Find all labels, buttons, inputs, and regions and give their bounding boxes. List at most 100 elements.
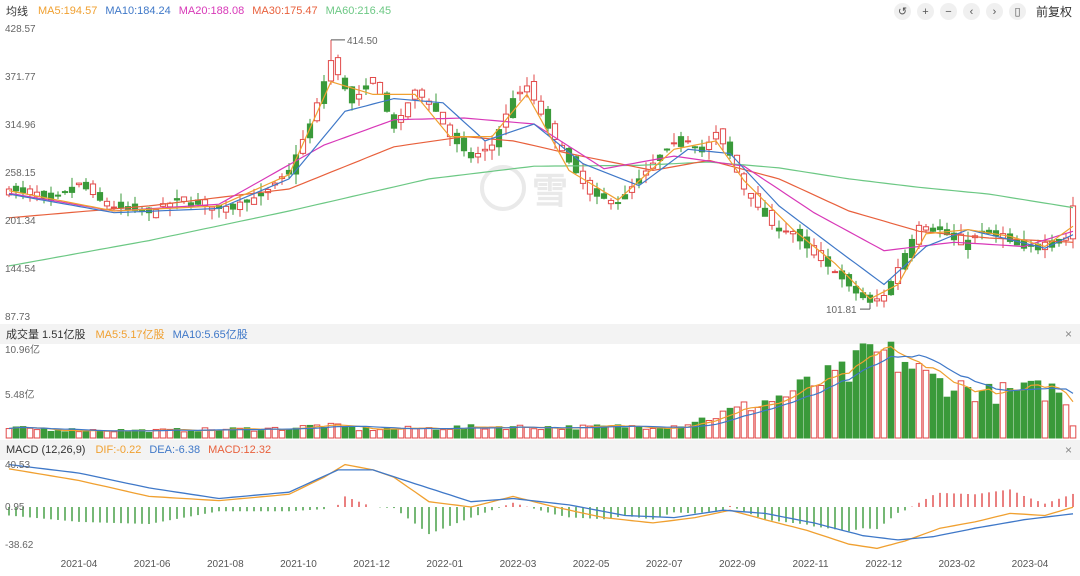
down-candle xyxy=(572,156,580,174)
down-candle xyxy=(852,285,860,294)
macd-legend-title: MACD (12,26,9) xyxy=(6,444,86,456)
volume-bar xyxy=(96,430,104,439)
volume-bar xyxy=(194,431,202,439)
price-axis-tick: 371.77 xyxy=(5,72,36,83)
volume-bar xyxy=(516,424,524,439)
macd-value-legend: MACD:12.32 xyxy=(208,444,272,456)
close-macd-icon[interactable]: × xyxy=(1064,443,1072,457)
volume-bar xyxy=(285,428,293,439)
date-axis-tick: 2021-04 xyxy=(61,559,98,570)
up-candle xyxy=(551,123,559,140)
volume-bar xyxy=(82,430,90,439)
up-candle xyxy=(5,188,13,196)
date-axis-tick: 2023-04 xyxy=(1012,559,1049,570)
down-candle xyxy=(362,85,370,90)
price-adjust-button[interactable]: 前复权 xyxy=(1035,5,1072,19)
volume-bar xyxy=(929,373,937,439)
volume-ma10-line xyxy=(8,354,1074,432)
volume-bar xyxy=(47,430,55,439)
volume-bar xyxy=(327,422,335,439)
lock-icon[interactable]: ▯ xyxy=(1008,3,1026,20)
down-candle xyxy=(901,253,909,270)
volume-bar xyxy=(908,368,916,439)
volume-bar xyxy=(1048,383,1056,439)
down-candle xyxy=(593,188,601,197)
volume-bar xyxy=(607,425,615,439)
zoom-out-icon[interactable]: − xyxy=(939,3,957,20)
volume-bar xyxy=(747,410,755,439)
volume-bar xyxy=(803,376,811,439)
volume-bar xyxy=(866,344,874,439)
volume-bar xyxy=(467,424,475,439)
up-candle xyxy=(404,102,412,118)
volume-bar xyxy=(971,401,979,439)
down-candle xyxy=(348,86,356,104)
volume-bar xyxy=(40,428,48,439)
volume-bar xyxy=(635,426,643,439)
volume-bar xyxy=(103,430,111,439)
up-candle xyxy=(670,142,678,145)
volume-bar xyxy=(642,428,650,439)
up-candle xyxy=(530,81,538,101)
volume-bar xyxy=(838,361,846,439)
volume-bar xyxy=(957,380,965,439)
volume-bar xyxy=(831,369,839,439)
chevron-right-icon[interactable]: › xyxy=(985,3,1003,20)
volume-bar xyxy=(894,371,902,439)
down-candle xyxy=(824,256,832,267)
volume-bar xyxy=(712,418,720,439)
volume-bar xyxy=(978,390,986,439)
volume-bar xyxy=(593,424,601,439)
volume-bar xyxy=(677,426,685,439)
down-candle xyxy=(509,98,517,119)
volume-bar xyxy=(439,429,447,439)
volume-bar xyxy=(761,400,769,439)
volume-bar xyxy=(257,430,265,439)
close-volume-icon[interactable]: × xyxy=(1064,327,1072,341)
volume-bar xyxy=(145,432,153,439)
volume-bar xyxy=(684,424,692,439)
volume-bar xyxy=(1069,425,1077,439)
date-axis-tick: 2023-02 xyxy=(938,559,975,570)
undo-icon[interactable]: ↺ xyxy=(893,3,911,20)
up-candle xyxy=(523,85,531,93)
volume-bar xyxy=(124,430,132,439)
volume-bar xyxy=(264,427,272,439)
watermark-logo: 雪 xyxy=(480,162,568,214)
down-candle xyxy=(390,114,398,129)
down-candle xyxy=(929,227,937,232)
volume-bar xyxy=(558,428,566,439)
volume-bar xyxy=(355,430,363,439)
volume-bar xyxy=(26,427,34,439)
date-axis-tick: 2022-03 xyxy=(500,559,537,570)
vol-ma10-legend: MA10:5.65亿股 xyxy=(172,329,248,341)
volume-bar xyxy=(418,427,426,439)
volume-bar xyxy=(117,429,125,439)
ma20-line xyxy=(8,117,1074,252)
date-axis-tick: 2022-11 xyxy=(793,559,829,570)
up-candle xyxy=(474,153,482,158)
up-candle xyxy=(915,224,923,245)
volume-bar xyxy=(817,384,825,439)
volume-bar xyxy=(320,426,328,439)
zoom-in-icon[interactable]: + xyxy=(916,3,934,20)
volume-bar xyxy=(656,428,664,439)
up-candle xyxy=(768,209,776,226)
volume-bar xyxy=(502,429,510,439)
volume-bar xyxy=(243,427,251,439)
volume-bar xyxy=(215,430,223,439)
chart-toolbar: ↺ + − ‹ › ▯ 前复权 xyxy=(893,3,1072,20)
volume-bar xyxy=(705,419,713,439)
volume-bar xyxy=(187,430,195,439)
volume-bar xyxy=(936,378,944,439)
up-candle xyxy=(397,115,405,123)
macd-legend: MACD (12,26,9) DIF:-0.22 DEA:-6.38 MACD:… xyxy=(0,440,1080,460)
volume-bar xyxy=(341,426,349,439)
down-candle xyxy=(677,136,685,147)
chevron-left-icon[interactable]: ‹ xyxy=(962,3,980,20)
down-candle xyxy=(96,192,104,201)
volume-bar xyxy=(1034,380,1042,439)
volume-bar xyxy=(110,431,118,439)
volume-bar xyxy=(796,379,804,439)
